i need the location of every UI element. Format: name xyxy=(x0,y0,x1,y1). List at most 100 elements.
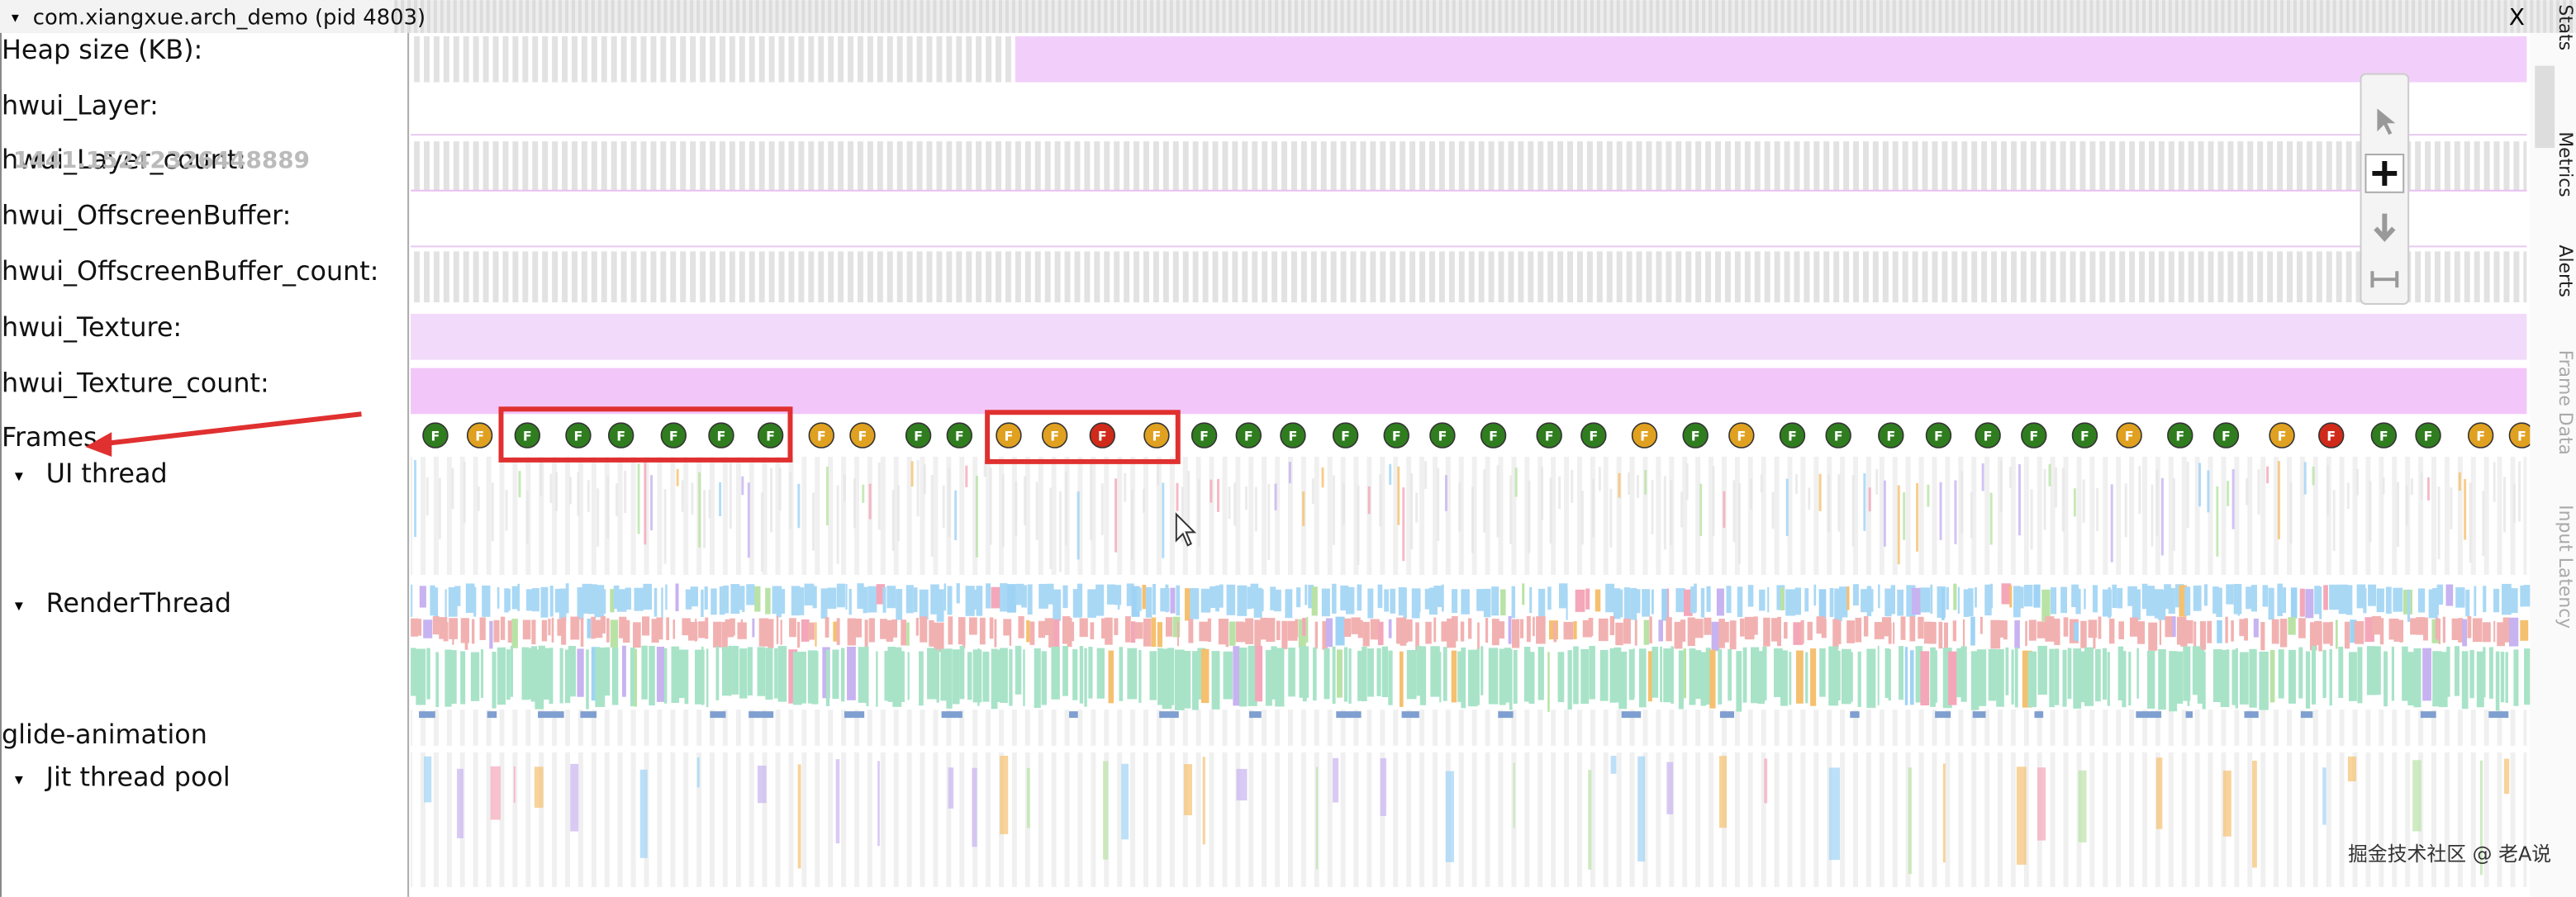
render-slice xyxy=(479,617,486,640)
side-tab[interactable]: Frame Data xyxy=(2555,350,2575,455)
render-slice xyxy=(1151,617,1157,648)
frame-marker[interactable] xyxy=(946,422,973,448)
frame-marker[interactable] xyxy=(1089,422,1116,448)
render-slice xyxy=(1160,587,1170,612)
render-slice xyxy=(1759,589,1766,611)
close-button[interactable]: X xyxy=(2509,3,2525,31)
frame-marker[interactable] xyxy=(2370,422,2398,448)
frame-marker[interactable] xyxy=(1631,422,1658,448)
frame-marker[interactable] xyxy=(2212,422,2240,448)
render-slice xyxy=(1658,619,1663,642)
frame-marker[interactable] xyxy=(1728,422,1755,448)
render-slice xyxy=(1467,618,1472,639)
frame-marker[interactable] xyxy=(2467,422,2494,448)
toolbar xyxy=(2360,73,2410,306)
render-slice xyxy=(1485,618,1489,643)
render-slice xyxy=(1072,649,1078,700)
ui-slice xyxy=(1903,492,1906,540)
render-slice xyxy=(493,619,500,643)
zoom-tool[interactable] xyxy=(2372,161,2398,186)
frame-marker[interactable] xyxy=(660,422,687,448)
frame-marker[interactable] xyxy=(1480,422,1507,448)
render-slice xyxy=(1276,620,1281,641)
side-tab[interactable]: Alerts xyxy=(2555,245,2575,297)
render-slice xyxy=(768,619,774,648)
frame-marker[interactable] xyxy=(1143,422,1170,448)
render-slice xyxy=(858,647,868,703)
ui-slice xyxy=(606,477,610,539)
frame-marker[interactable] xyxy=(1332,422,1359,448)
render-slice xyxy=(1829,587,1834,618)
render-slice xyxy=(1906,585,1916,617)
frame-marker[interactable] xyxy=(1682,422,1709,448)
frame-marker[interactable] xyxy=(514,422,541,448)
select-tool[interactable] xyxy=(2377,108,2396,135)
frame-marker[interactable] xyxy=(2116,422,2142,448)
render-slice xyxy=(1784,622,1788,639)
render-slice xyxy=(2350,619,2357,643)
timing-tool[interactable] xyxy=(2370,271,2399,288)
frame-label: F xyxy=(1244,429,1253,444)
expand-arrow[interactable]: ▾ xyxy=(15,596,23,615)
frame-marker[interactable] xyxy=(1383,422,1409,448)
frame-marker[interactable] xyxy=(708,422,734,448)
render-slice xyxy=(1884,648,1890,699)
frame-marker[interactable] xyxy=(1825,422,1851,448)
frame-marker[interactable] xyxy=(1429,422,1456,448)
frame-label: F xyxy=(1200,429,1209,444)
render-slice xyxy=(2482,622,2491,643)
pan-tool[interactable] xyxy=(2374,213,2396,242)
frame-marker[interactable] xyxy=(849,422,876,448)
scrollbar[interactable] xyxy=(2535,65,2555,149)
collapse-arrow[interactable]: ▾ xyxy=(12,9,19,26)
render-slice xyxy=(711,588,717,615)
frame-label: F xyxy=(1392,429,1401,444)
frame-marker[interactable] xyxy=(757,422,784,448)
frame-marker[interactable] xyxy=(2269,422,2295,448)
frame-label: F xyxy=(2424,429,2433,444)
jit-slice xyxy=(1610,756,1617,774)
render-slice xyxy=(1219,584,1224,608)
frame-marker[interactable] xyxy=(1280,422,1306,448)
frame-marker[interactable] xyxy=(996,422,1022,448)
expand-arrow[interactable]: ▾ xyxy=(15,770,23,789)
render-slice xyxy=(1747,585,1754,607)
side-tab[interactable]: Metrics xyxy=(2555,131,2575,197)
frame-label: F xyxy=(2080,429,2089,444)
render-slice xyxy=(1861,589,1870,613)
zoom-tool-bg[interactable] xyxy=(2365,154,2405,193)
render-slice xyxy=(2220,649,2230,707)
frame-marker[interactable] xyxy=(2021,422,2047,448)
frame-marker[interactable] xyxy=(2071,422,2098,448)
frame-marker[interactable] xyxy=(905,422,932,448)
frame-marker[interactable] xyxy=(1580,422,1607,448)
frame-marker[interactable] xyxy=(808,422,834,448)
frame-label: F xyxy=(1640,429,1649,444)
render-slice xyxy=(1090,622,1095,639)
side-tab[interactable]: Input Latency xyxy=(2555,505,2575,629)
frame-marker[interactable] xyxy=(1975,422,2001,448)
render-slice xyxy=(1322,621,1328,650)
expand-arrow[interactable]: ▾ xyxy=(15,466,23,485)
frame-marker[interactable] xyxy=(1878,422,1904,448)
side-tab[interactable]: le Stats xyxy=(2555,0,2575,50)
frame-marker[interactable] xyxy=(2318,422,2345,448)
glide-slice xyxy=(1336,711,1362,719)
frame-marker[interactable] xyxy=(1779,422,1806,448)
frame-marker[interactable] xyxy=(1536,422,1562,448)
render-slice xyxy=(2184,586,2191,616)
ui-slice xyxy=(1785,478,1789,537)
frame-marker[interactable] xyxy=(1191,422,1218,448)
frame-marker[interactable] xyxy=(565,422,592,448)
frame-marker[interactable] xyxy=(1925,422,1952,448)
render-slice xyxy=(675,649,685,699)
render-slice xyxy=(1062,616,1071,644)
frame-marker[interactable] xyxy=(607,422,634,448)
render-slice xyxy=(1340,585,1349,611)
frame-marker[interactable] xyxy=(1235,422,1262,448)
frame-marker[interactable] xyxy=(2167,422,2193,448)
frame-marker[interactable] xyxy=(422,422,449,448)
frame-marker[interactable] xyxy=(2415,422,2441,448)
frame-marker[interactable] xyxy=(1041,422,1068,448)
frame-marker[interactable] xyxy=(466,422,493,448)
